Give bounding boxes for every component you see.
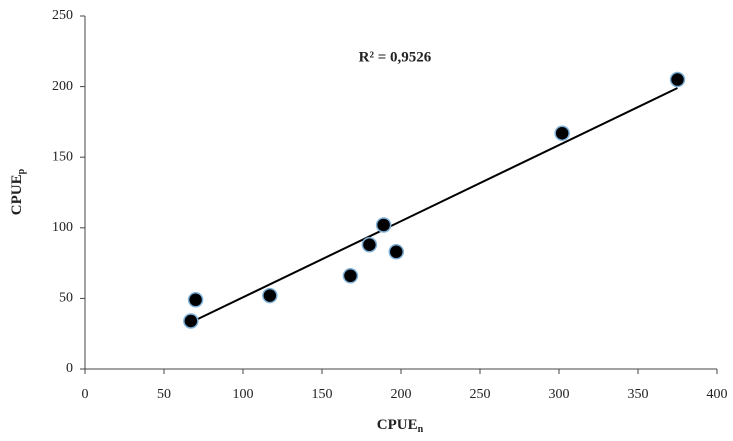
point [342, 268, 359, 284]
x-tick-label: 100 [233, 387, 254, 402]
x-tick-label: 0 [82, 387, 89, 402]
y-tick-label: 100 [52, 220, 73, 235]
x-tick-label: 50 [157, 387, 171, 402]
x-tick-label: 150 [312, 387, 333, 402]
point [554, 125, 570, 141]
point [669, 71, 686, 88]
annotation: R² = 0,9526 [359, 49, 432, 65]
x-tick-label: 200 [391, 387, 412, 402]
x-label-sub: n [418, 424, 424, 435]
y-label-text: CPUE [9, 174, 25, 215]
point [262, 287, 278, 304]
y-tick-label: 150 [52, 149, 73, 164]
x-label-text: CPUE [377, 417, 418, 433]
y-label-sub: p [16, 168, 27, 174]
point [375, 217, 392, 233]
trendline [190, 87, 678, 324]
x-tick-label: 300 [549, 387, 570, 402]
x-tick-label: 250 [470, 387, 491, 402]
y-tick-label: 250 [52, 8, 73, 23]
y-tick-label: 0 [66, 361, 73, 376]
x-tick-label: 400 [707, 387, 728, 402]
point [388, 244, 405, 260]
point [187, 292, 204, 308]
x-tick-label: 350 [628, 387, 649, 402]
x-axis-label: CPUEn [377, 417, 424, 435]
y-axis-label: CPUEp [9, 168, 27, 215]
y-tick-label: 200 [52, 79, 73, 94]
point [183, 313, 199, 329]
point [361, 236, 378, 253]
y-tick-label: 50 [59, 291, 73, 306]
